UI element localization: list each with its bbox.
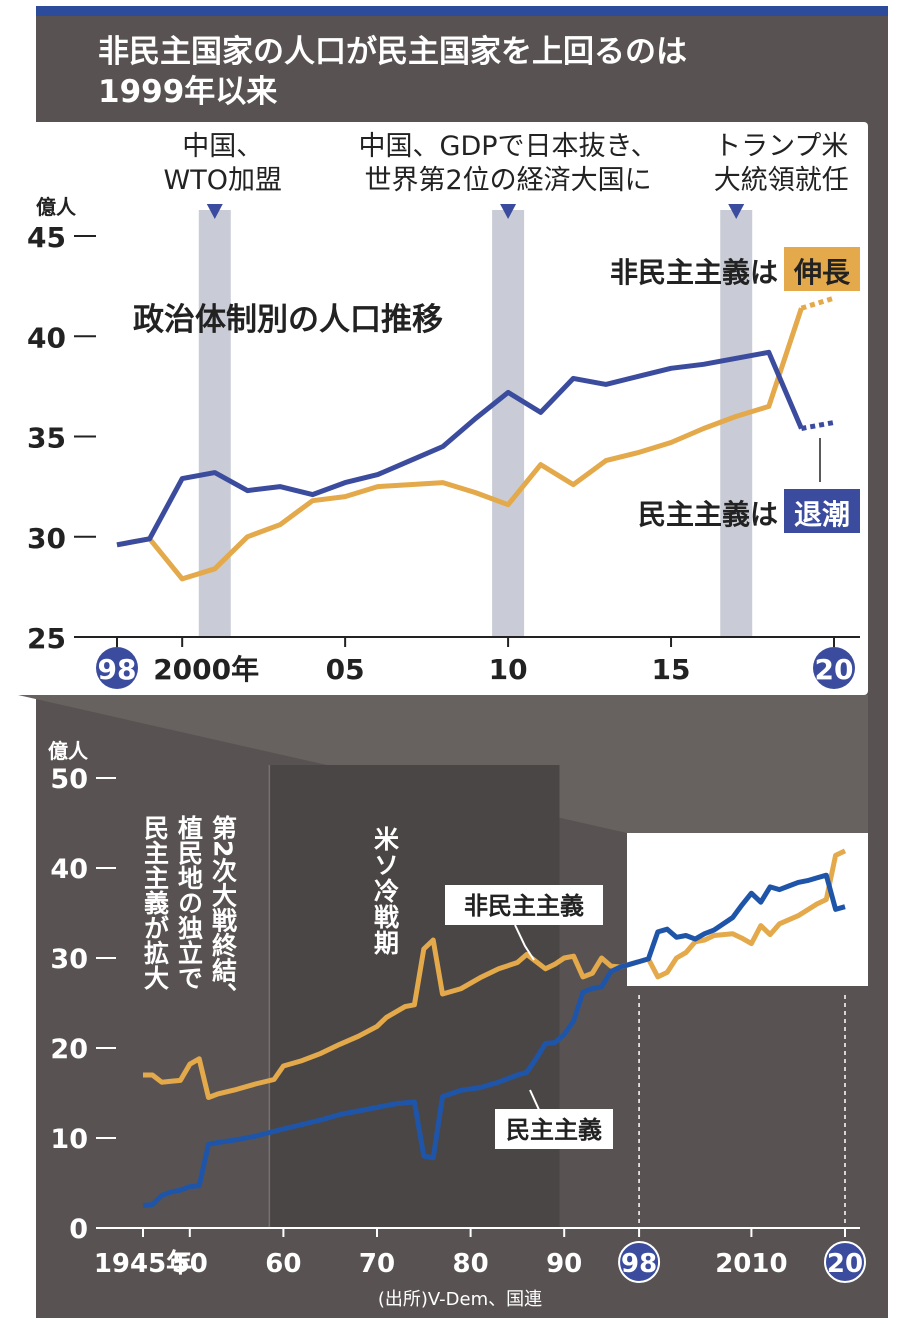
zoom-inset-box bbox=[627, 833, 868, 986]
democracy-highlight-word: 退潮 bbox=[794, 498, 850, 531]
x-tick-circle bbox=[824, 1241, 866, 1283]
x-tick-label: 90 bbox=[546, 1249, 582, 1279]
nondemocracy-inset-line bbox=[627, 848, 847, 980]
nondemocracy-longterm-label: 非民主主義 bbox=[464, 892, 584, 920]
top-accent-bar bbox=[36, 6, 888, 16]
x-tick-label: 05 bbox=[326, 653, 365, 686]
democracy-projection bbox=[800, 420, 835, 431]
x-tick-circle bbox=[96, 647, 138, 689]
democracy-line bbox=[116, 349, 804, 548]
cold-war-label: 米ソ冷戦期 bbox=[371, 826, 400, 956]
nondemocracy-highlight-box bbox=[784, 247, 860, 291]
y-tick-label: 10 bbox=[50, 1124, 88, 1155]
event-band bbox=[720, 210, 753, 637]
event-label-line-2: WTO加盟 bbox=[164, 165, 282, 196]
x-tick-label: 50 bbox=[172, 1249, 208, 1279]
postwar-annotation-line: 植民地の独立で bbox=[175, 814, 204, 990]
event-label-line-2: 世界第2位の経済大国に bbox=[364, 165, 651, 196]
x-tick-label: 60 bbox=[265, 1249, 301, 1279]
zoom-inset-lines bbox=[627, 848, 847, 980]
democracy-longterm-label: 民主主義 bbox=[506, 1116, 602, 1144]
source-note: (出所)V-Dem、国連 bbox=[378, 1289, 542, 1310]
x-tick-label: 20 bbox=[815, 653, 854, 686]
y-tick-label: 0 bbox=[69, 1214, 88, 1245]
nondemocracy-projection bbox=[800, 295, 835, 311]
nondemocracy-leader-line bbox=[514, 924, 535, 961]
title-line-2: 1999年以来 bbox=[98, 74, 278, 110]
x-tick-circle bbox=[813, 647, 855, 689]
x-tick-label: 80 bbox=[453, 1249, 489, 1279]
democracy-highlight-box bbox=[784, 489, 860, 533]
nondemocracy-label: 非民主主義は bbox=[610, 256, 778, 289]
y-tick-label: 40 bbox=[50, 854, 88, 885]
democracy-inset-line bbox=[627, 872, 846, 968]
event-marker-triangle bbox=[728, 204, 745, 219]
x-tick-label: 15 bbox=[652, 653, 691, 686]
x-tick-label: 98 bbox=[621, 1249, 657, 1279]
event-label-line-2: 大統領就任 bbox=[714, 165, 849, 196]
x-tick-label: 2000年 bbox=[153, 653, 259, 686]
nondemocracy-label-box bbox=[445, 885, 603, 925]
nondemocracy-highlight-word: 伸長 bbox=[793, 256, 851, 289]
title-line-1: 非民主国家の人口が民主国家を上回るのは bbox=[98, 34, 687, 70]
x-tick-label: 1945年 bbox=[94, 1248, 192, 1279]
event-band bbox=[492, 210, 525, 637]
x-tick-circle bbox=[618, 1241, 661, 1283]
event-label-line-1: 中国、GDPで日本抜き、 bbox=[359, 131, 658, 162]
democracy-label-box bbox=[495, 1109, 613, 1149]
nondemocracy-line bbox=[116, 307, 804, 582]
y-tick-label: 30 bbox=[50, 944, 88, 975]
event-label-line-1: 中国、 bbox=[182, 131, 263, 162]
y-tick-label: 50 bbox=[50, 764, 88, 795]
x-tick-label: 20 bbox=[827, 1249, 863, 1279]
detail-chart: 中国、WTO加盟 中国、GDPで日本抜き、世界第2位の経済大国に トランプ米大統領就… bbox=[18, 122, 868, 695]
y-tick-label: 30 bbox=[27, 522, 66, 555]
y-axis-unit: 億人 bbox=[48, 739, 89, 763]
event-marker-triangle bbox=[500, 204, 517, 219]
x-tick-label: 2010 bbox=[715, 1249, 787, 1279]
event-label-line-1: トランプ米 bbox=[714, 131, 848, 162]
postwar-annotation-line: 民主主義が拡大 bbox=[141, 815, 170, 991]
y-tick-label: 35 bbox=[27, 422, 66, 455]
x-tick-label: 10 bbox=[489, 653, 528, 686]
y-tick-label: 45 bbox=[27, 221, 66, 254]
detail-chart-title: 政治体制別の人口推移 bbox=[133, 302, 443, 338]
x-tick-label: 70 bbox=[359, 1249, 395, 1279]
y-tick-label: 40 bbox=[27, 321, 66, 354]
y-axis-unit: 億人 bbox=[36, 195, 77, 219]
democracy-label: 民主主義は bbox=[638, 498, 778, 531]
x-tick-label: 98 bbox=[98, 653, 137, 686]
postwar-annotation-line: 第2次大戦終結、 bbox=[209, 814, 238, 1007]
figure-title: 非民主国家の人口が民主国家を上回るのは 1999年以来 bbox=[98, 32, 878, 112]
event-marker-triangle bbox=[206, 204, 223, 219]
y-tick-label: 20 bbox=[50, 1034, 88, 1065]
y-tick-label: 25 bbox=[27, 622, 66, 655]
